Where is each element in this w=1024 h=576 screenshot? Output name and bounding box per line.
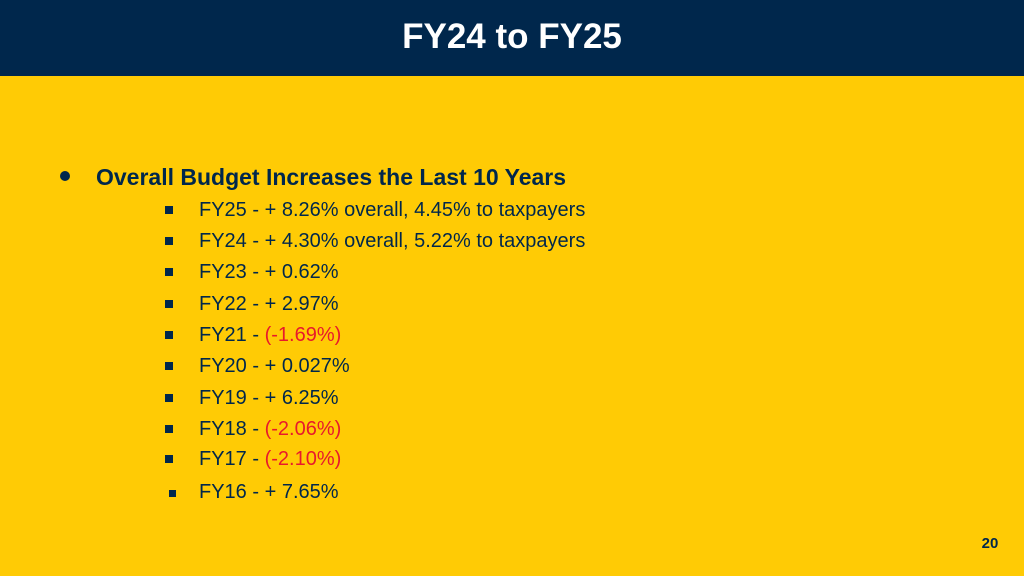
square-bullet-icon (165, 362, 173, 370)
main-bullet-text: Overall Budget Increases the Last 10 Yea… (96, 164, 567, 190)
item-prefix: FY24 - (199, 230, 265, 252)
square-bullet-icon (165, 455, 173, 463)
list-item-text: FY17 - (-2.10%) (199, 445, 341, 473)
square-bullet-icon (165, 206, 173, 214)
list-item-text: FY20 - + 0.027% (199, 352, 350, 380)
item-value: + 0.62% (264, 261, 339, 283)
square-bullet-icon (169, 490, 176, 497)
item-prefix: FY16 - (199, 481, 265, 503)
list-item-text: FY16 - + 7.65% (199, 478, 339, 506)
item-value: + 7.65% (264, 481, 339, 503)
square-bullet-icon (165, 425, 173, 433)
item-prefix: FY25 - (199, 199, 265, 221)
item-value: + 8.26% overall, 4.45% to taxpayers (264, 199, 586, 221)
item-value-negative: (-2.06%) (264, 418, 342, 440)
main-bullet-dot (60, 171, 70, 181)
list-item-text: FY22 - + 2.97% (199, 290, 339, 318)
list-item-text: FY18 - (-2.06%) (199, 415, 341, 443)
item-prefix: FY20 - (199, 355, 265, 377)
square-bullet-icon (165, 300, 173, 308)
item-value: + 0.027% (264, 355, 350, 377)
list-item-text: FY21 - (-1.69%) (199, 321, 341, 349)
list-item-text: FY24 - + 4.30% overall, 5.22% to taxpaye… (199, 227, 585, 255)
item-value-negative: (-2.10%) (264, 448, 342, 470)
square-bullet-icon (165, 237, 173, 245)
item-value: + 6.25% (264, 387, 339, 409)
item-prefix: FY17 - (199, 448, 265, 470)
square-bullet-icon (165, 268, 173, 276)
item-prefix: FY19 - (199, 387, 265, 409)
item-value: + 4.30% overall, 5.22% to taxpayers (264, 230, 586, 252)
square-bullet-icon (165, 394, 173, 402)
item-prefix: FY23 - (199, 261, 265, 283)
title-bar (0, 0, 1024, 76)
item-prefix: FY21 - (199, 324, 265, 346)
list-item-text: FY25 - + 8.26% overall, 4.45% to taxpaye… (199, 196, 585, 224)
item-value: + 2.97% (264, 293, 339, 315)
square-bullet-icon (165, 331, 173, 339)
item-prefix: FY22 - (199, 293, 265, 315)
slide-title: FY24 to FY25 (402, 17, 622, 56)
list-item-text: FY23 - + 0.62% (199, 258, 339, 286)
item-prefix: FY18 - (199, 418, 265, 440)
page-number: 20 (981, 535, 999, 552)
item-value-negative: (-1.69%) (264, 324, 342, 346)
list-item-text: FY19 - + 6.25% (199, 384, 339, 412)
